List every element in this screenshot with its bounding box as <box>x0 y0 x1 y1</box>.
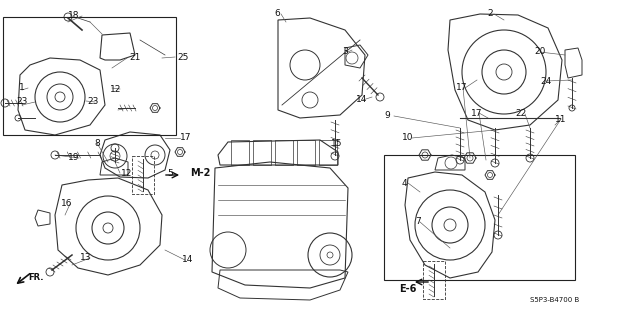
Bar <box>132 156 154 194</box>
Text: 18: 18 <box>68 11 80 20</box>
Text: FR.: FR. <box>28 273 44 283</box>
Bar <box>423 261 445 299</box>
Bar <box>231 140 249 165</box>
Text: 2: 2 <box>487 10 493 19</box>
Text: 24: 24 <box>540 77 552 85</box>
Text: 22: 22 <box>515 109 527 118</box>
Text: 19: 19 <box>68 153 80 162</box>
Text: 23: 23 <box>16 98 28 107</box>
Text: 16: 16 <box>61 199 73 209</box>
Text: 4: 4 <box>401 179 407 188</box>
Text: 14: 14 <box>182 256 194 264</box>
Text: 15: 15 <box>332 138 343 147</box>
Bar <box>297 140 315 165</box>
Text: 6: 6 <box>274 10 280 19</box>
Text: 3: 3 <box>342 48 348 56</box>
Bar <box>384 155 575 280</box>
Bar <box>275 140 293 165</box>
Text: 8: 8 <box>94 138 100 147</box>
Bar <box>3 17 176 135</box>
Text: 12: 12 <box>122 168 132 177</box>
Text: 25: 25 <box>177 53 189 62</box>
Text: 17: 17 <box>180 133 192 143</box>
Text: 1: 1 <box>19 84 25 93</box>
Text: 5: 5 <box>167 168 173 177</box>
Text: 9: 9 <box>384 112 390 121</box>
Bar <box>253 140 271 165</box>
Text: 13: 13 <box>80 254 92 263</box>
Text: 10: 10 <box>403 133 413 143</box>
Text: 14: 14 <box>356 95 368 105</box>
Text: 21: 21 <box>129 54 141 63</box>
Bar <box>319 140 337 165</box>
Text: 17: 17 <box>471 108 483 117</box>
Text: 12: 12 <box>110 85 122 93</box>
Text: 7: 7 <box>415 218 421 226</box>
Text: E-6: E-6 <box>399 284 417 294</box>
Text: S5P3-B4700 B: S5P3-B4700 B <box>531 297 580 303</box>
Text: M-2: M-2 <box>190 168 210 178</box>
Text: 23: 23 <box>87 97 99 106</box>
Text: 17: 17 <box>456 84 468 93</box>
Text: 20: 20 <box>534 48 546 56</box>
Text: 11: 11 <box>556 115 567 123</box>
